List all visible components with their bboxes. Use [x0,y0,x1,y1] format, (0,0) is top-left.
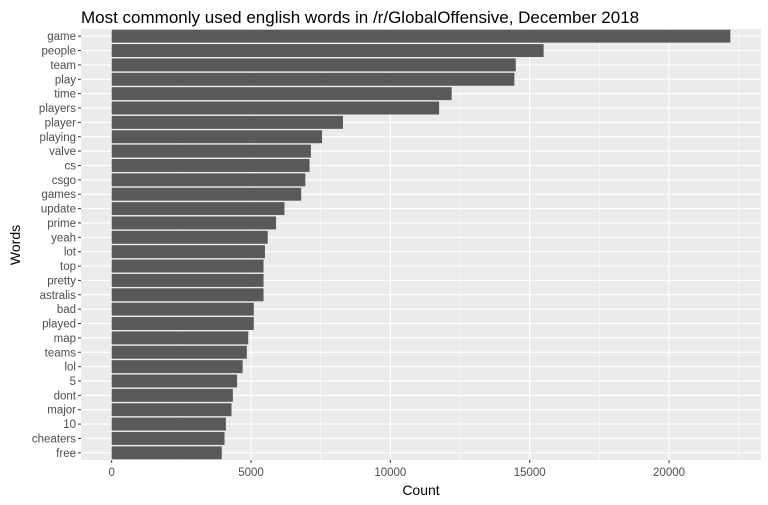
x-tick-label: 5000 [238,467,264,479]
bar-lot [111,245,265,259]
x-axis-title: Count [402,482,439,498]
y-tick-label: astralis [40,290,77,302]
bar-free [111,446,222,460]
bar-played [111,317,254,330]
bar-game [111,29,731,43]
bar-play [111,72,515,86]
y-tick-label: free [56,448,76,460]
y-tick-label: major [47,405,76,417]
chart-title: Most commonly used english words in /r/G… [81,8,639,27]
bar-pretty [111,273,264,287]
bar-major [111,403,232,417]
y-tick-label: 10 [63,419,76,431]
y-tick-label: cheaters [32,433,76,445]
y-tick-label: players [39,103,76,115]
x-axis: 0 5000 10000 15000 20000 [108,460,685,479]
y-tick-label: played [42,319,76,331]
x-tick-label: 10000 [374,467,406,479]
bar-dont [111,388,233,402]
y-tick-label: playing [40,132,76,144]
y-tick-label: prime [47,218,76,230]
y-tick-label: lot [64,247,77,259]
y-tick-label: csgo [52,175,76,187]
bars [111,29,731,460]
bar-5 [111,374,238,388]
y-tick-label: pretty [47,275,76,287]
y-tick-label: yeah [51,232,76,244]
bar-valve [111,144,311,158]
y-tick-label: update [41,204,76,216]
y-tick-label: time [54,89,76,101]
bar-10 [111,417,226,431]
bar-map [111,331,249,345]
bar-teams [111,345,247,359]
x-tick-label: 15000 [514,467,546,479]
y-tick-label: game [47,31,76,43]
bar-team [111,58,516,72]
y-tick-label: team [50,60,76,72]
x-tick-label: 0 [108,467,114,479]
bar-cheaters [111,431,225,445]
bar-bad [111,302,254,316]
y-tick-label: 5 [70,376,76,388]
y-tick-label: people [41,46,76,58]
bar-lol [111,360,243,374]
bar-time [111,87,452,101]
y-tick-label: teams [45,347,77,359]
y-tick-label: cs [65,160,77,172]
y-tick-label: bad [57,304,76,316]
plot-panel [81,29,761,460]
bar-csgo [111,173,306,187]
bar-playing [111,130,323,144]
bar-players [111,101,440,115]
y-axis-title: Words [7,225,23,265]
bar-top [111,259,264,273]
y-tick-label: player [45,117,76,129]
bar-games [111,187,302,201]
y-tick-label: dont [54,390,77,402]
bar-player [111,115,343,129]
y-axis: game people team play time players player playi… [32,31,81,460]
y-tick-label: top [60,261,76,273]
y-tick-label: lol [64,362,76,374]
bar-people [111,44,544,58]
bar-astralis [111,288,264,302]
bar-yeah [111,230,268,244]
bar-cs [111,159,310,172]
y-tick-label: play [55,74,76,86]
x-tick-label: 20000 [653,467,685,479]
y-tick-label: valve [49,146,76,158]
bar-update [111,202,285,216]
bar-prime [111,216,277,230]
y-tick-label: games [41,189,76,201]
y-tick-label: map [54,333,76,345]
